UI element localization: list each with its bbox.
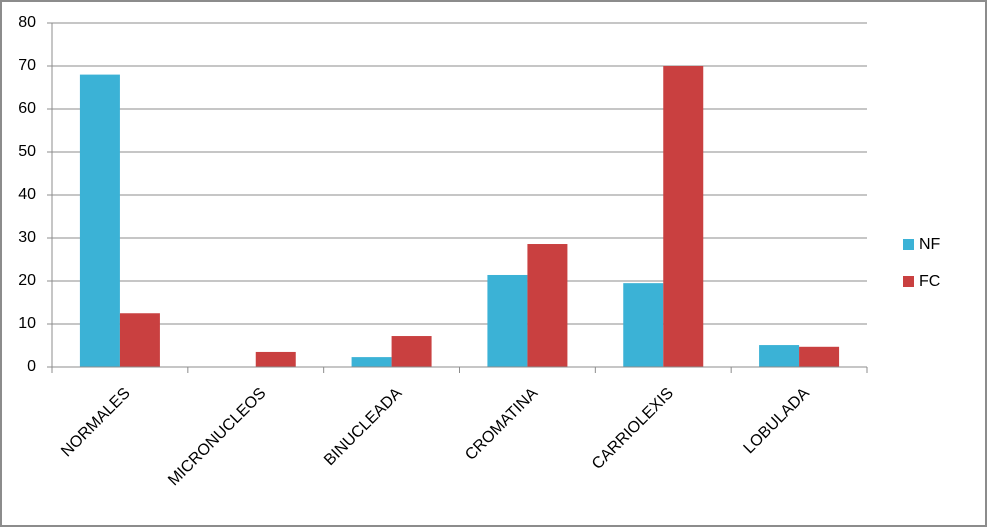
y-tick-label: 10 bbox=[18, 315, 36, 332]
y-tick-label: 30 bbox=[18, 229, 36, 246]
y-tick-label: 40 bbox=[18, 186, 36, 203]
y-tick-label: 60 bbox=[18, 100, 36, 117]
legend-label: NF bbox=[919, 236, 941, 253]
y-tick-label: 70 bbox=[18, 57, 36, 74]
y-tick-label: 50 bbox=[18, 143, 36, 160]
bar bbox=[759, 345, 800, 367]
bar bbox=[351, 357, 392, 367]
y-tick-label: 80 bbox=[18, 14, 36, 31]
legend-swatch bbox=[903, 239, 914, 250]
bar bbox=[799, 346, 840, 367]
bar bbox=[663, 66, 704, 367]
bar bbox=[487, 274, 528, 367]
y-tick-label: 20 bbox=[18, 272, 36, 289]
bar bbox=[391, 336, 432, 367]
legend-label: FC bbox=[919, 273, 940, 290]
legend-swatch bbox=[903, 276, 914, 287]
bar bbox=[79, 74, 120, 367]
bar bbox=[255, 351, 296, 367]
bar bbox=[527, 244, 568, 367]
y-tick-label: 0 bbox=[27, 358, 36, 375]
bar bbox=[623, 283, 664, 367]
bar bbox=[119, 313, 160, 367]
